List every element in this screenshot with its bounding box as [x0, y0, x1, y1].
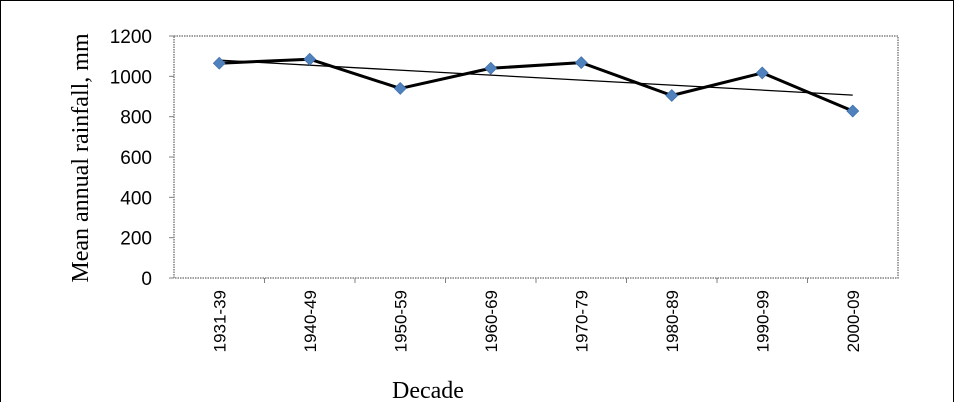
- x-tick-label: 1950-59: [391, 290, 410, 352]
- y-tick-label: 1200: [110, 27, 152, 48]
- y-axis-title: Mean annual rainfall, mm: [68, 33, 94, 283]
- x-tick-label: 1960-69: [482, 290, 501, 352]
- y-tick-label: 200: [120, 229, 152, 250]
- data-point-marker: [665, 89, 679, 102]
- series-layer: [212, 52, 860, 118]
- data-point-marker: [755, 66, 769, 80]
- y-tick-label: 400: [120, 188, 152, 209]
- y-tick-label: 800: [120, 108, 152, 129]
- data-point-marker: [303, 52, 317, 66]
- plot-area: [173, 35, 899, 279]
- x-axis-ticks: 1931-39 1940-49 1950-59 1960-69 1970-79 1980-…: [210, 278, 863, 352]
- trendline: [219, 59, 853, 96]
- y-tick-label: 600: [120, 148, 152, 169]
- data-point-marker: [574, 56, 588, 70]
- x-tick-label: 1990-99: [753, 290, 772, 352]
- data-point-marker: [484, 61, 498, 75]
- data-point-marker: [846, 104, 860, 118]
- series-line: [219, 57, 854, 113]
- y-axis-ticks: 0 200 400 600 800 1000 1200: [110, 27, 174, 290]
- data-point-marker: [393, 82, 407, 95]
- x-axis-title: Decade: [392, 378, 464, 402]
- y-tick-label: 1000: [110, 67, 152, 88]
- data-point-marker: [212, 56, 226, 70]
- x-tick-label: 1931-39: [210, 290, 229, 352]
- x-tick-label: 1940-49: [301, 290, 320, 352]
- x-tick-label: 1980-89: [663, 290, 682, 352]
- x-tick-label: 2000-09: [844, 290, 863, 352]
- y-tick-label: 0: [141, 269, 152, 290]
- x-tick-label: 1970-79: [572, 290, 591, 352]
